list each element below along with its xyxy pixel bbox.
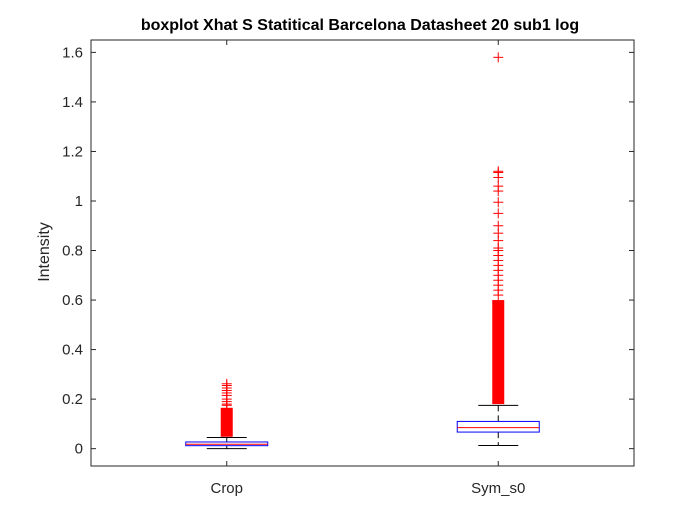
- outlier-marker: [493, 52, 504, 63]
- outlier-marker: [493, 166, 504, 177]
- box-group-sym-s0: [456, 52, 540, 446]
- outlier-cluster: [220, 407, 233, 437]
- outlier-marker: [493, 208, 504, 219]
- boxes-layer: [185, 52, 540, 450]
- x-tick-label: Sym_s0: [471, 480, 525, 497]
- axes-frame: [90, 39, 635, 467]
- x-axis-ticks: Crop Sym_s0: [210, 40, 525, 497]
- y-tick-label: 0.8: [62, 243, 83, 260]
- y-tick-label: 0.2: [62, 391, 83, 408]
- box-group-crop: [185, 378, 269, 450]
- y-tick-label: 0.6: [62, 292, 83, 309]
- box-iqr: [456, 420, 540, 433]
- outlier-cluster: [492, 300, 505, 405]
- chart-title: boxplot Xhat S Statitical Barcelona Data…: [141, 17, 579, 34]
- x-tick-label: Crop: [210, 480, 243, 497]
- y-tick-label: 1.4: [62, 94, 83, 111]
- y-tick-label: 1.6: [62, 44, 83, 61]
- outlier-marker: [493, 181, 504, 192]
- y-tick-label: 0: [75, 441, 83, 458]
- y-axis-label: Intensity: [36, 222, 53, 282]
- outlier-marker: [221, 378, 232, 389]
- outlier-marker: [493, 220, 504, 231]
- y-tick-label: 1: [75, 193, 83, 210]
- y-axis-ticks: 0 0.2 0.4 0.6 0.8 1 1.2 1.4 1.6: [62, 44, 634, 458]
- y-tick-label: 0.4: [62, 342, 83, 359]
- outlier-marker: [493, 197, 504, 208]
- y-tick-label: 1.2: [62, 143, 83, 160]
